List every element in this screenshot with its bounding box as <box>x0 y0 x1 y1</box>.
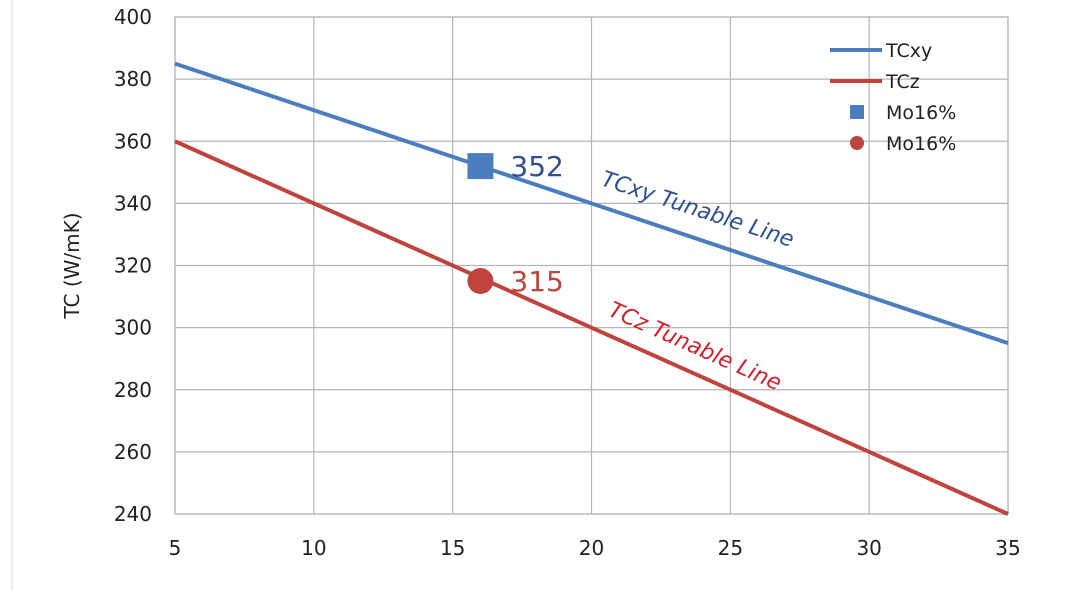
data-label-315: 315 <box>510 265 563 298</box>
legend-label: Mo16% <box>886 102 956 124</box>
y-tick-label: 260 <box>114 440 152 464</box>
x-tick-label: 5 <box>169 536 182 560</box>
data-point-circle <box>467 268 494 295</box>
y-tick-label: 400 <box>114 5 152 29</box>
y-tick-label: 360 <box>114 129 152 153</box>
y-tick-label: 280 <box>114 378 152 402</box>
x-tick-label: 25 <box>718 536 743 560</box>
legend-label: TCxy <box>885 40 932 62</box>
legend-swatch-square <box>850 105 864 119</box>
x-tick-label: 30 <box>856 536 881 560</box>
legend-label: Mo16% <box>886 133 956 155</box>
y-tick-label: 380 <box>114 67 152 91</box>
series-line-tcxy <box>174 61 1009 346</box>
legend-label: TCz <box>885 71 920 93</box>
data-label-352: 352 <box>510 150 563 183</box>
series-line-tcz <box>174 139 1009 516</box>
y-tick-label: 320 <box>114 254 152 278</box>
x-tick-label: 35 <box>995 536 1020 560</box>
data-point-square <box>467 153 494 180</box>
x-tick-label: 15 <box>440 536 465 560</box>
x-tick-label: 10 <box>301 536 326 560</box>
y-axis-label: TC (W/mK) <box>60 212 84 319</box>
y-tick-label: 240 <box>114 502 152 526</box>
y-tick-label: 340 <box>114 191 152 215</box>
x-tick-label: 20 <box>579 536 604 560</box>
legend-swatch-circle <box>850 136 864 150</box>
y-tick-label: 300 <box>114 316 152 340</box>
